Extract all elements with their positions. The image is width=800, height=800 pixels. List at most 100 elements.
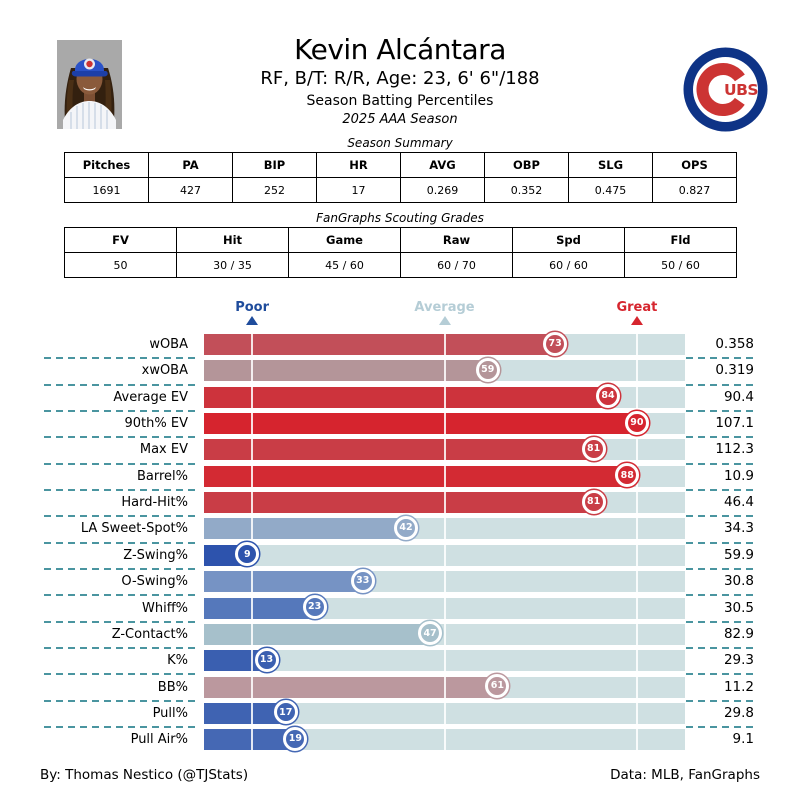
metric-value: 112.3	[715, 441, 754, 458]
summary-value: 0.269	[400, 177, 485, 203]
gridline	[443, 518, 446, 540]
percentile-row: wOBA 73 0.358	[0, 331, 800, 356]
summary-value: 1691	[64, 177, 149, 203]
metric-value: 59.9	[723, 546, 754, 563]
gridline	[251, 334, 254, 355]
metric-label: Pull Air%	[130, 732, 188, 748]
percentile-row: K% 13 29.3	[0, 647, 800, 672]
percentile-bar	[204, 492, 594, 514]
grades-col-header: Raw	[400, 227, 513, 253]
gridline	[251, 571, 254, 593]
axis-label-average: Average	[414, 300, 475, 315]
metric-value: 30.8	[723, 573, 754, 590]
grades-col-header: Fld	[624, 227, 737, 253]
percentile-chart: wOBA 73 0.358 xwOBA 59 0.319 Average EV 84 90.4 9…	[0, 331, 800, 759]
gridline	[251, 702, 254, 724]
row-separator	[44, 357, 196, 360]
metric-value: 34.3	[723, 520, 754, 537]
percentile-row: Hard-Hit% 81 46.4	[0, 489, 800, 514]
axis-arrow-icon	[630, 316, 643, 325]
gridline	[443, 597, 446, 619]
percentile-track: 84	[204, 384, 685, 409]
metric-value: 29.3	[723, 652, 754, 669]
metric-value: 107.1	[715, 415, 754, 432]
row-separator	[44, 436, 196, 439]
summary-col-header: OPS	[652, 152, 737, 178]
percentile-marker: 9	[235, 542, 260, 567]
row-separator	[44, 726, 196, 729]
season-summary-table: Pitches PA BIP HR AVG OBP SLG OPS 1691 427 252 17 0.…	[64, 152, 737, 203]
percentile-row: BB% 61 11.2	[0, 674, 800, 699]
percentile-bar	[204, 360, 488, 382]
percentile-marker: 42	[394, 515, 419, 540]
metric-label: LA Sweet-Spot%	[80, 521, 188, 537]
metric-value: 90.4	[723, 388, 754, 405]
gridline	[251, 465, 254, 487]
metric-value: 11.2	[723, 678, 754, 695]
row-separator	[44, 383, 196, 386]
cubs-logo-icon: UBS	[683, 47, 768, 132]
row-separator	[44, 647, 196, 649]
gridline	[443, 413, 446, 435]
metric-label: O-Swing%	[121, 574, 188, 590]
percentile-marker: 23	[302, 595, 327, 619]
metric-value: 0.319	[715, 362, 754, 379]
percentile-row: Whiff% 23 30.5	[0, 595, 800, 619]
gridline	[443, 650, 446, 672]
summary-col-header: BIP	[232, 152, 317, 178]
percentile-marker: 81	[581, 436, 606, 461]
percentile-bar	[204, 702, 286, 724]
gridline	[635, 676, 638, 698]
percentile-row: Z-Swing% 9 59.9	[0, 542, 800, 567]
metric-label: wOBA	[149, 337, 188, 352]
metric-label: Whiff%	[141, 600, 188, 616]
percentile-marker: 81	[581, 489, 606, 514]
percentile-marker: 33	[350, 568, 375, 593]
metric-value: 0.358	[715, 336, 754, 352]
percentile-track: 59	[204, 357, 685, 382]
percentile-marker: 13	[254, 647, 279, 672]
row-separator	[44, 594, 196, 597]
metric-value: 10.9	[723, 467, 754, 484]
summary-value: 0.352	[484, 177, 569, 203]
grades-value: 45 / 60	[288, 252, 401, 278]
gridline	[635, 597, 638, 619]
gridline	[635, 386, 638, 408]
row-separator	[686, 488, 754, 491]
summary-col-header: OBP	[484, 152, 569, 178]
percentile-track: 90	[204, 410, 685, 435]
grades-col-header: FV	[64, 227, 177, 253]
percentile-bar	[204, 334, 556, 355]
summary-value: 252	[232, 177, 317, 203]
gridline	[251, 439, 254, 461]
gridline	[251, 492, 254, 514]
gridline	[635, 334, 638, 355]
metric-label: Average EV	[113, 389, 188, 405]
gridline	[635, 492, 638, 514]
metric-label: K%	[167, 653, 188, 669]
percentile-marker: 73	[543, 331, 568, 356]
grades-value: 30 / 35	[176, 252, 289, 278]
metric-value: 30.5	[723, 599, 754, 616]
summary-value: 0.475	[568, 177, 653, 203]
percentile-bar	[204, 676, 498, 698]
row-separator	[44, 699, 196, 702]
gridline	[635, 729, 638, 751]
grades-value: 60 / 70	[400, 252, 513, 278]
gridline	[251, 413, 254, 435]
percentile-marker: 59	[475, 357, 500, 382]
percentile-bar	[204, 465, 628, 487]
summary-col-header: Pitches	[64, 152, 149, 178]
percentile-row: Z-Contact% 47 82.9	[0, 621, 800, 646]
percentile-track: 61	[204, 674, 685, 699]
gridline	[635, 702, 638, 724]
gridline	[635, 650, 638, 672]
scouting-grades-table: FV Hit Game Raw Spd Fld 50 30 / 35 45 / 60 60 / 7…	[64, 227, 737, 278]
percentile-track: 19	[204, 726, 685, 751]
row-separator	[686, 567, 754, 570]
grades-value: 50	[64, 252, 177, 278]
gridline	[443, 729, 446, 751]
row-separator	[44, 488, 196, 491]
percentile-bar	[204, 386, 609, 408]
metric-value: 29.8	[723, 704, 754, 721]
